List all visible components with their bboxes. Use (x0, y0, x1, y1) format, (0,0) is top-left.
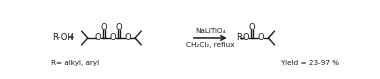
Text: +: + (67, 33, 74, 43)
Text: NaLiTiO₄: NaLiTiO₄ (195, 28, 226, 34)
Text: O: O (257, 33, 264, 43)
Text: O: O (242, 33, 249, 43)
Text: O: O (116, 23, 122, 32)
Text: O: O (95, 33, 101, 43)
Text: O: O (101, 23, 108, 32)
Text: CH₂Cl₂, reflux: CH₂Cl₂, reflux (186, 42, 234, 48)
Text: O: O (124, 33, 131, 43)
Text: O: O (109, 33, 116, 43)
Text: R= alkyl, aryl: R= alkyl, aryl (51, 60, 99, 66)
Text: O: O (249, 23, 255, 32)
Text: R-OH: R-OH (52, 33, 74, 43)
Text: Yield = 23-97 %: Yield = 23-97 % (281, 60, 339, 66)
Text: R: R (237, 33, 242, 43)
